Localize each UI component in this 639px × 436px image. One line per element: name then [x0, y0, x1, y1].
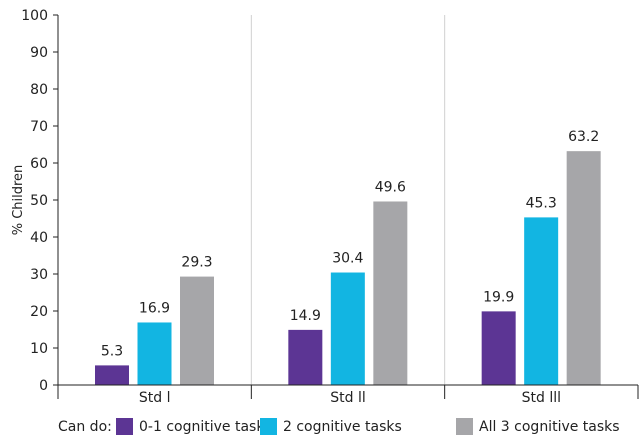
y-tick-label: 40: [30, 230, 48, 246]
legend-swatch: [260, 418, 277, 435]
data-label: 14.9: [290, 308, 321, 324]
y-tick-label: 70: [30, 119, 48, 135]
category-label: Std ll: [330, 390, 366, 406]
y-tick-label: 30: [30, 267, 48, 283]
y-tick-label: 20: [30, 304, 48, 320]
legend-swatch: [116, 418, 133, 435]
category-label: Std l: [139, 390, 171, 406]
data-label: 49.6: [375, 179, 406, 195]
data-label: 29.3: [181, 255, 212, 271]
legend-swatch: [456, 418, 473, 435]
grid-lines: [250, 15, 639, 399]
y-axis-ticks: 0 10 20 30 40 50 60 70 80 90 100: [21, 8, 58, 394]
bar: [373, 201, 408, 385]
y-tick-label: 100: [21, 8, 48, 24]
bar: [288, 329, 323, 385]
category-label: Std lll: [522, 390, 561, 406]
data-label: 5.3: [101, 343, 123, 359]
y-tick-label: 0: [39, 378, 48, 394]
bar: [137, 322, 172, 385]
bar: [330, 272, 365, 385]
y-tick-label: 50: [30, 193, 48, 209]
legend-label: All 3 cognitive tasks: [479, 419, 620, 435]
legend-label: 0-1 cognitive tasks: [139, 419, 272, 435]
data-label: 30.4: [332, 251, 363, 267]
bar: [180, 276, 214, 385]
data-label: 19.9: [483, 289, 514, 305]
bar: [524, 217, 559, 385]
bar: [481, 311, 516, 385]
bar: [566, 151, 601, 385]
bar: [95, 365, 129, 385]
y-tick-label: 60: [30, 156, 48, 172]
data-label: 16.9: [139, 300, 170, 316]
y-axis-title: % Children: [11, 165, 26, 236]
category-labels: Std l Std ll Std lll: [139, 390, 561, 406]
y-tick-label: 90: [30, 45, 48, 61]
bars: [95, 151, 601, 385]
legend: Can do: 0-1 cognitive tasks 2 cognitive t…: [58, 418, 620, 435]
data-labels: 5.3 16.9 29.3 14.9 30.4 49.6 19.9 45.3 63.2: [101, 129, 599, 359]
legend-label: 2 cognitive tasks: [283, 419, 402, 435]
data-label: 63.2: [568, 129, 599, 145]
legend-title: Can do:: [58, 419, 112, 435]
y-tick-label: 10: [30, 341, 48, 357]
data-label: 45.3: [526, 195, 557, 211]
y-tick-label: 80: [30, 82, 48, 98]
